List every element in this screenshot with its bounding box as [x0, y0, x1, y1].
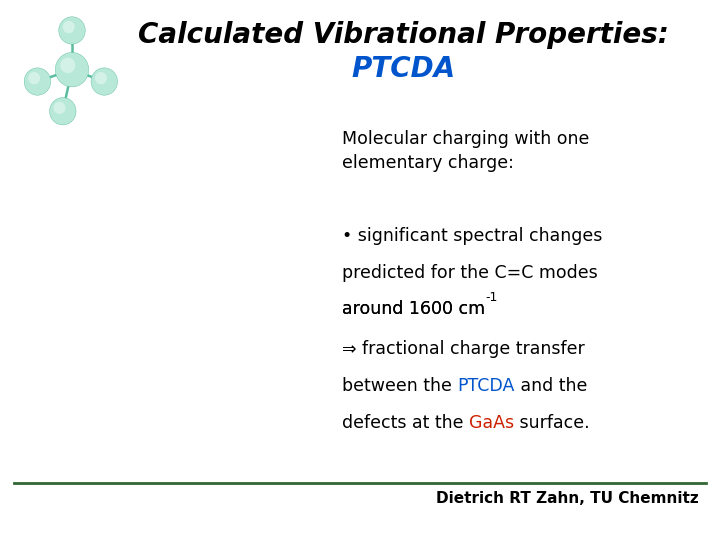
- Text: Dietrich RT Zahn, TU Chemnitz: Dietrich RT Zahn, TU Chemnitz: [436, 491, 698, 507]
- Circle shape: [91, 68, 117, 95]
- Text: and the: and the: [515, 377, 587, 395]
- Text: ⇒ fractional charge transfer: ⇒ fractional charge transfer: [342, 340, 585, 358]
- Text: around 1600 cm: around 1600 cm: [342, 300, 485, 318]
- Circle shape: [24, 68, 50, 95]
- Text: around 1600 cm: around 1600 cm: [342, 300, 485, 318]
- Text: between the: between the: [342, 377, 457, 395]
- Circle shape: [50, 98, 76, 125]
- Text: -1: -1: [485, 291, 498, 303]
- Circle shape: [53, 102, 66, 114]
- Circle shape: [59, 17, 85, 44]
- Text: PTCDA: PTCDA: [457, 377, 515, 395]
- Circle shape: [60, 58, 76, 73]
- Text: defects at the: defects at the: [342, 414, 469, 431]
- Text: surface.: surface.: [514, 414, 590, 431]
- Text: Calculated Vibrational Properties:: Calculated Vibrational Properties:: [138, 21, 669, 49]
- Text: • significant spectral changes: • significant spectral changes: [342, 227, 603, 245]
- Text: PTCDA: PTCDA: [351, 55, 455, 83]
- Text: predicted for the C=C modes: predicted for the C=C modes: [342, 264, 598, 281]
- Circle shape: [28, 72, 40, 84]
- Circle shape: [63, 21, 75, 33]
- Circle shape: [95, 72, 107, 84]
- Text: Molecular charging with one
elementary charge:: Molecular charging with one elementary c…: [342, 130, 590, 172]
- Circle shape: [55, 52, 89, 87]
- Text: GaAs: GaAs: [469, 414, 514, 431]
